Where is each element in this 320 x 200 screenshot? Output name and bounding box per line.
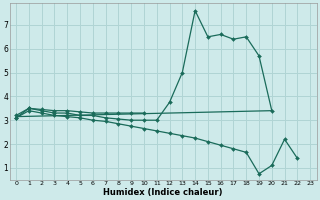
X-axis label: Humidex (Indice chaleur): Humidex (Indice chaleur) — [103, 188, 223, 197]
